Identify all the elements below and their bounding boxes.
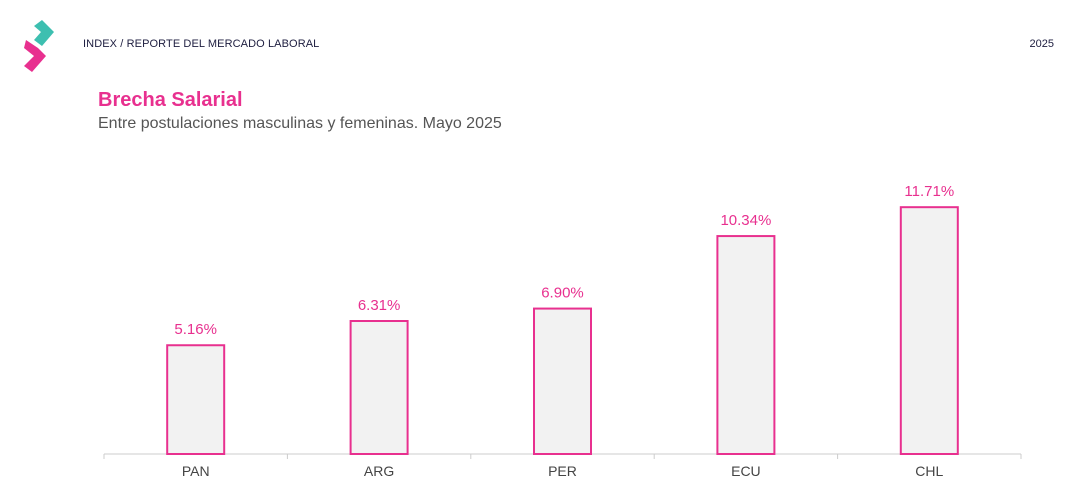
bar-ecu [716, 235, 776, 455]
x-tick-label: ECU [731, 463, 761, 479]
x-tick-label: ARG [364, 463, 394, 479]
chart-subtitle: Entre postulaciones masculinas y femenin… [98, 115, 502, 132]
bar-arg [349, 320, 409, 455]
x-tick-label: CHL [915, 463, 943, 479]
bar-chl [899, 206, 959, 455]
chevron-logo-icon [24, 20, 54, 72]
bar-pan [166, 344, 226, 455]
data-label: 5.16% [174, 321, 217, 338]
x-tick-label: PER [548, 463, 577, 479]
data-label: 11.71% [904, 183, 954, 200]
bar-per [533, 307, 592, 456]
chart-title: Brecha Salarial [98, 89, 243, 111]
data-label: 10.34% [720, 212, 771, 229]
x-tick-label: PAN [182, 463, 210, 479]
data-label: 6.90% [541, 285, 584, 302]
data-label: 6.31% [358, 297, 401, 314]
report-header-label: INDEX / REPORTE DEL MERCADO LABORAL [83, 38, 320, 50]
report-year: 2025 [1029, 38, 1054, 50]
